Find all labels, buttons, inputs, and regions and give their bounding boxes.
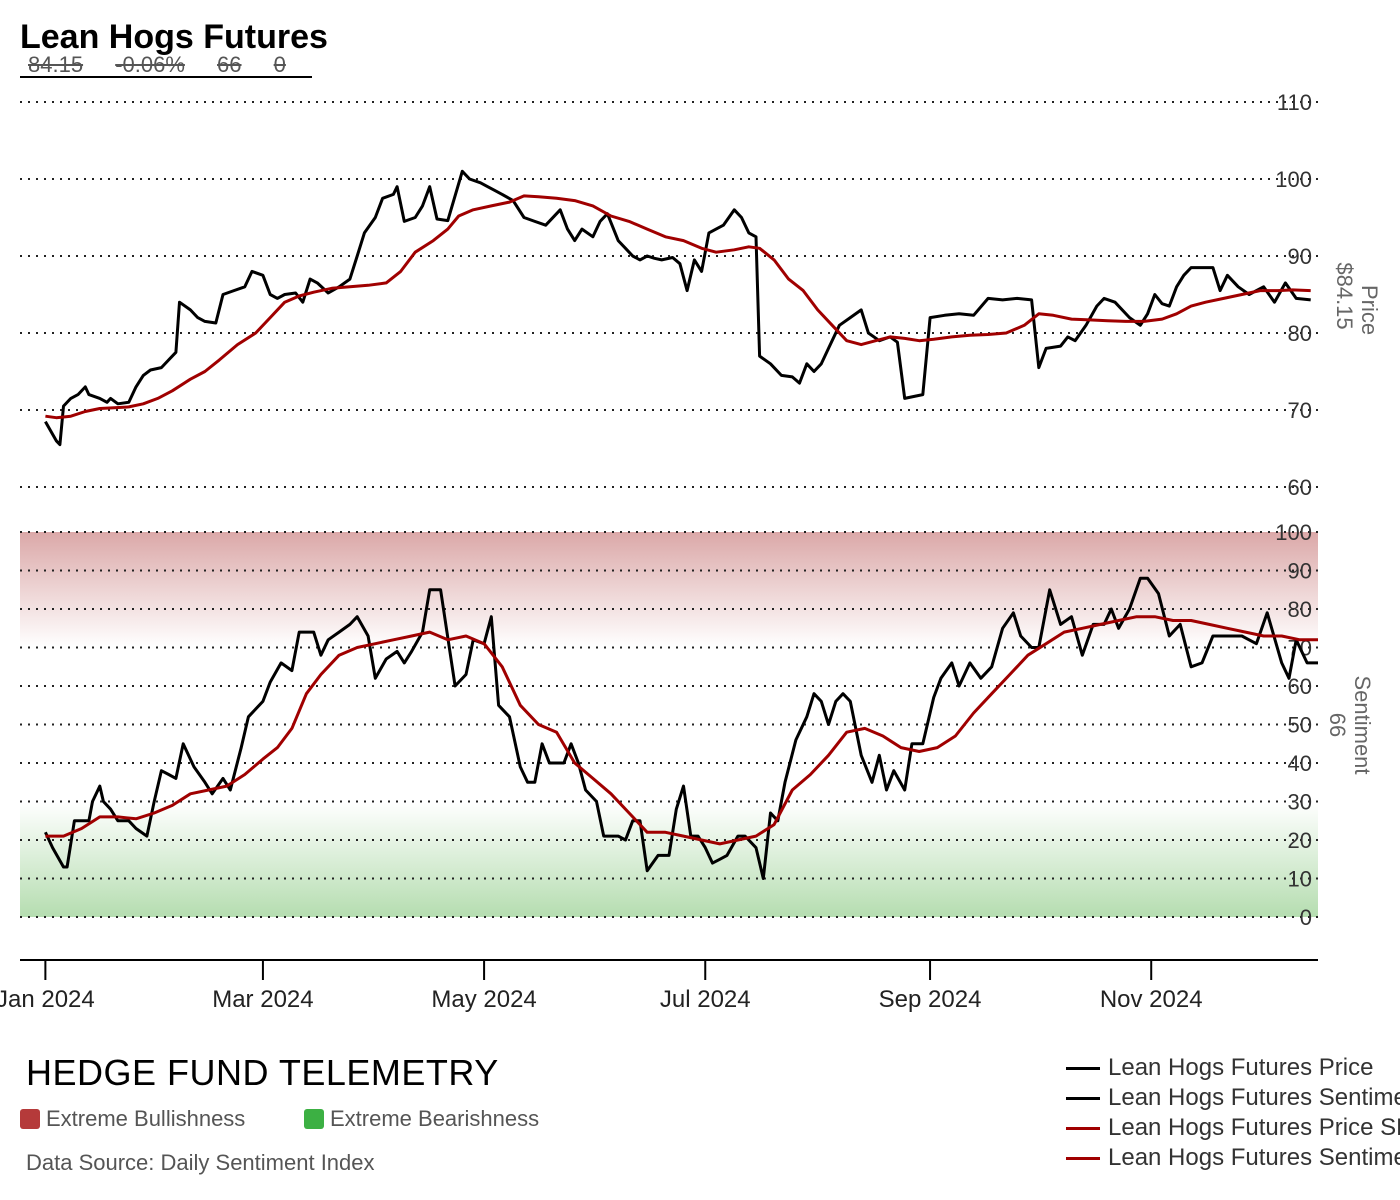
y-tick-label: 60 bbox=[1288, 475, 1312, 500]
bear-zone-band bbox=[20, 802, 1318, 917]
legend-label-price: Lean Hogs Futures Price bbox=[1108, 1054, 1374, 1081]
legend-label-sentiment-sma: Lean Hogs Futures Sentiment SMA bbox=[1108, 1144, 1400, 1171]
sentiment-axis-title: Sentiment bbox=[1350, 675, 1375, 774]
y-tick-label: 0 bbox=[1300, 905, 1312, 930]
y-tick-label: 80 bbox=[1288, 597, 1312, 622]
y-tick-label: 90 bbox=[1288, 244, 1312, 269]
y-tick-label: 100 bbox=[1275, 520, 1312, 545]
y-tick-label: 70 bbox=[1288, 398, 1312, 423]
y-tick-label: 90 bbox=[1288, 559, 1312, 584]
axis-ticks: 607080901001100102030405060708090100Jan … bbox=[0, 90, 1318, 1013]
series-price-price bbox=[44, 169, 1311, 447]
y-tick-label: 80 bbox=[1288, 321, 1312, 346]
series-legend: Lean Hogs Futures Price Lean Hogs Future… bbox=[1066, 1053, 1400, 1173]
y-tick-label: 10 bbox=[1288, 867, 1312, 892]
x-tick-label: Sep 2024 bbox=[879, 986, 982, 1013]
legend-line-sentiment-sma bbox=[1066, 1156, 1100, 1160]
gridlines bbox=[20, 101, 1318, 918]
x-tick-label: Nov 2024 bbox=[1100, 986, 1203, 1013]
x-tick-label: Mar 2024 bbox=[212, 986, 313, 1013]
key-bullish-label: Extreme Bullishness bbox=[46, 1106, 246, 1131]
y-tick-label: 100 bbox=[1275, 167, 1312, 192]
y-tick-label: 50 bbox=[1288, 713, 1312, 738]
legend-label-price-sma: Lean Hogs Futures Price SMA bbox=[1108, 1114, 1400, 1141]
legend-line-price-sma bbox=[1066, 1126, 1100, 1130]
x-tick-label: Jan 2024 bbox=[0, 986, 95, 1013]
chart-title: Lean Hogs Futures bbox=[20, 18, 328, 56]
bull-zone-band bbox=[20, 532, 1318, 647]
x-tick-label: Jul 2024 bbox=[660, 986, 751, 1013]
data-source: Data Source: Daily Sentiment Index bbox=[26, 1150, 375, 1175]
y-tick-label: 60 bbox=[1288, 674, 1312, 699]
series-sentiment-sentiment bbox=[44, 576, 1318, 880]
stat-price: 84.15 bbox=[28, 52, 84, 77]
stat-extra: 0 bbox=[273, 52, 286, 77]
key-bearish: Extreme Bearishness bbox=[304, 1106, 539, 1132]
brand-name: HEDGE FUND TELEMETRY bbox=[26, 1052, 499, 1093]
y-tick-label: 30 bbox=[1288, 790, 1312, 815]
stat-change: -0.06% bbox=[115, 52, 185, 77]
legend-item-sentiment: Lean Hogs Futures Sentiment bbox=[1066, 1083, 1400, 1113]
sentiment-axis-value: 66 bbox=[1325, 713, 1350, 737]
bullish-swatch bbox=[20, 1109, 40, 1129]
stat-sentiment: 66 bbox=[217, 52, 242, 77]
y-tick-label: 110 bbox=[1277, 90, 1312, 115]
legend-label-sentiment: Lean Hogs Futures Sentiment bbox=[1108, 1084, 1400, 1111]
legend-item-sentiment-sma: Lean Hogs Futures Sentiment SMA bbox=[1066, 1143, 1400, 1173]
x-tick-label: May 2024 bbox=[431, 986, 536, 1013]
key-bullish: Extreme Bullishness bbox=[20, 1106, 245, 1132]
price-axis-value: $84.15 bbox=[1332, 262, 1357, 329]
key-bearish-label: Extreme Bearishness bbox=[330, 1106, 540, 1131]
price-axis-title: Price bbox=[1357, 285, 1382, 335]
series-sentiment-sentiment_sma bbox=[45, 615, 1318, 846]
legend-line-sentiment bbox=[1066, 1096, 1100, 1100]
stats-row: 84.15 -0.06% 66 0 bbox=[20, 52, 312, 78]
legend-item-price-sma: Lean Hogs Futures Price SMA bbox=[1066, 1113, 1400, 1143]
bearish-swatch bbox=[304, 1109, 324, 1129]
series-lines bbox=[44, 169, 1318, 880]
y-tick-label: 20 bbox=[1288, 828, 1312, 853]
chart-area: 607080901001100102030405060708090100Jan … bbox=[0, 90, 1382, 1013]
legend-item-price: Lean Hogs Futures Price bbox=[1066, 1053, 1400, 1083]
legend-line-price bbox=[1066, 1066, 1100, 1070]
series-price-price_sma bbox=[45, 194, 1311, 420]
y-tick-label: 40 bbox=[1288, 751, 1312, 776]
